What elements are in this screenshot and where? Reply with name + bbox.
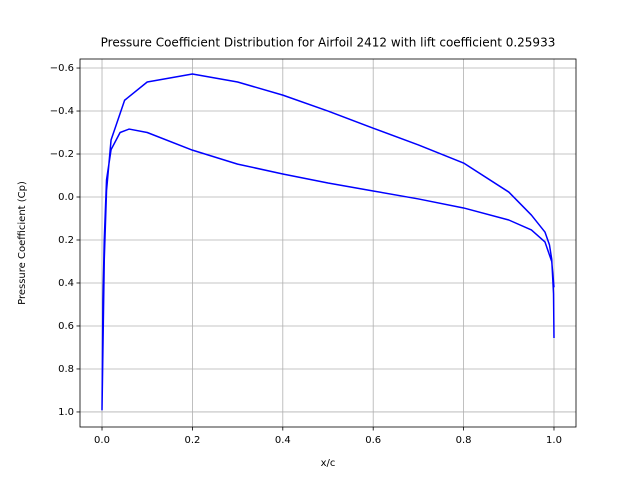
y-tick-label: 1.0 <box>58 407 74 418</box>
plot-frame <box>79 58 577 428</box>
x-tick-label: 0.0 <box>94 435 110 446</box>
y-axis-label: Pressure Coefficient (Cp) <box>17 181 28 305</box>
y-tick-label: −0.4 <box>50 106 74 117</box>
x-tick-label: 1.0 <box>546 435 562 446</box>
y-tick-label: 0.6 <box>58 321 74 332</box>
y-tick-label: −0.2 <box>50 149 74 160</box>
x-tick-label: 0.2 <box>184 435 200 446</box>
x-tick-label: 0.4 <box>275 435 291 446</box>
x-axis-label: x/c <box>321 458 336 469</box>
y-tick-label: −0.6 <box>50 63 74 74</box>
data-line <box>101 73 555 411</box>
y-tick-label: 0.2 <box>58 235 74 246</box>
x-tick-label: 0.6 <box>365 435 381 446</box>
y-tick-label: 0.0 <box>58 192 74 203</box>
chart-title: Pressure Coefficient Distribution for Ai… <box>101 36 556 50</box>
y-tick-label: 0.4 <box>58 278 74 289</box>
x-tick-label: 0.8 <box>456 435 472 446</box>
y-tick-label: 0.8 <box>58 364 74 375</box>
